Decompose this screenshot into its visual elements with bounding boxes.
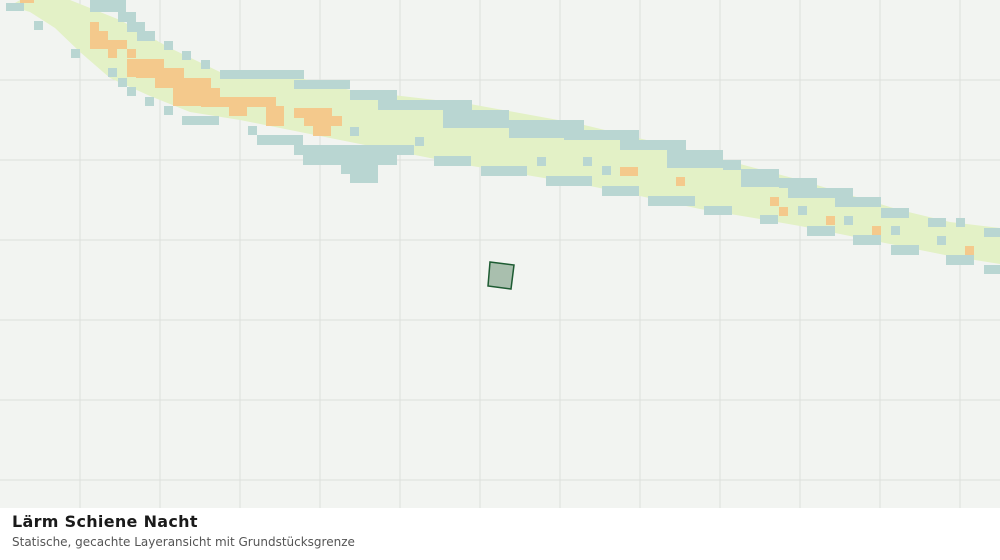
noise-cell-high [676, 177, 685, 186]
noise-cell-high [99, 40, 127, 49]
noise-cell-low [303, 155, 397, 165]
noise-cell-high [127, 49, 136, 58]
layer-subtitle: Statische, gecachte Layeransicht mit Gru… [12, 535, 355, 549]
noise-cell-low [294, 145, 414, 155]
noise-cell-low [34, 21, 43, 30]
layer-title: Lärm Schiene Nacht [12, 512, 198, 531]
noise-cell-low [537, 157, 546, 166]
noise-cell-high [155, 78, 211, 88]
noise-cell-high [108, 49, 117, 58]
map [0, 0, 1000, 508]
noise-cell-high [304, 116, 342, 126]
noise-cell-low [294, 80, 350, 89]
parcel-boundary [487, 261, 515, 290]
noise-cell-low [182, 51, 191, 60]
noise-cell-low [350, 90, 397, 100]
noise-cell-low [350, 127, 359, 136]
noise-cell-high [620, 167, 638, 176]
noise-cell-high [872, 226, 881, 235]
noise-cell-low [350, 174, 378, 183]
noise-cell-low [220, 70, 304, 79]
noise-cell-high [266, 106, 284, 126]
noise-cell-low [648, 196, 695, 206]
noise-cell-low [723, 160, 741, 170]
noise-cell-low [984, 265, 1000, 274]
noise-cell-high [20, 0, 34, 3]
noise-cell-low [546, 176, 592, 186]
noise-cell-low [90, 0, 126, 12]
noise-cell-low [341, 164, 378, 174]
noise-cell-low [434, 156, 471, 166]
noise-cell-low [704, 206, 732, 215]
noise-cell-high [965, 246, 974, 255]
noise-cell-low [415, 137, 424, 146]
noise-cell-low [798, 206, 807, 215]
noise-cell-low [145, 97, 154, 106]
noise-cell-low [118, 12, 136, 22]
noise-cell-high [136, 68, 184, 78]
noise-cell-low [835, 197, 881, 207]
noise-cell-low [248, 126, 257, 135]
noise-cell-low [118, 78, 127, 87]
noise-cell-low [956, 218, 965, 227]
noise-cell-low [481, 166, 527, 176]
noise-cell-low [881, 208, 909, 218]
noise-cell-low [378, 100, 472, 110]
noise-cell-low [164, 106, 173, 115]
noise-cell-low [937, 236, 946, 245]
caption: Lärm Schiene Nacht Statische, gecachte L… [12, 512, 355, 549]
noise-cell-low [164, 41, 173, 50]
noise-cell-low [891, 226, 900, 235]
noise-cell-low [127, 22, 145, 32]
noise-cell-low [928, 218, 946, 227]
noise-cell-low [257, 135, 303, 145]
noise-cell-high [90, 22, 99, 32]
noise-cell-high [770, 197, 779, 206]
noise-cell-low [443, 110, 509, 128]
noise-cell-low [6, 3, 24, 11]
noise-cell-low [602, 186, 639, 196]
noise-cell-low [760, 215, 778, 224]
noise-cell-low [853, 235, 881, 245]
noise-cell-high [201, 97, 276, 107]
noise-cell-high [229, 106, 247, 116]
noise-cell-low [564, 130, 639, 140]
noise-cell-low [788, 188, 853, 198]
noise-bands [6, 0, 1000, 274]
noise-cell-low [779, 178, 817, 188]
noise-cell-low [946, 255, 974, 265]
noise-cell-low [984, 228, 1000, 237]
noise-cell-low [71, 49, 80, 58]
noise-cell-low [182, 116, 219, 125]
noise-cell-high [826, 216, 835, 225]
noise-cell-low [891, 245, 919, 255]
noise-cell-high [779, 207, 788, 216]
noise-cell-low [667, 150, 723, 168]
noise-cell-low [137, 31, 155, 41]
noise-cell-low [620, 140, 686, 150]
noise-cell-low [741, 169, 779, 187]
noise-zone [10, 0, 1000, 264]
noise-cell-low [108, 68, 117, 77]
noise-cell-high [294, 108, 332, 118]
noise-cell-high [313, 126, 331, 136]
noise-cell-low [127, 87, 136, 96]
noise-cell-low [602, 166, 611, 175]
noise-cell-low [583, 157, 592, 166]
noise-cell-low [807, 226, 835, 236]
noise-cell-low [844, 216, 853, 225]
noise-cell-low [201, 60, 210, 69]
